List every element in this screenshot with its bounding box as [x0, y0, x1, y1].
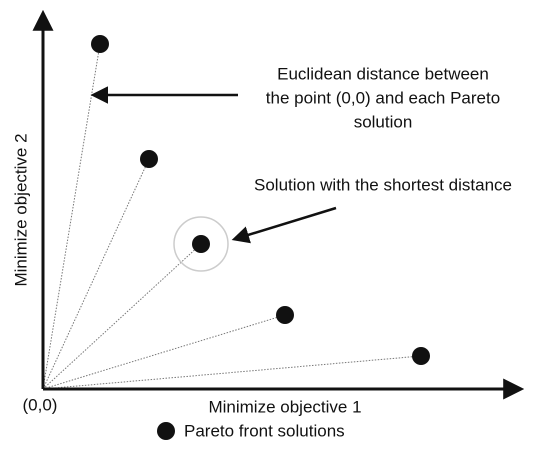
y-axis-label: Minimize objective 2	[11, 133, 30, 286]
pareto-point	[276, 306, 294, 324]
distance-annotation: Euclidean distance between	[277, 64, 489, 83]
pareto-point	[91, 35, 109, 53]
distance-line	[42, 158, 150, 390]
shortest-annotation: Solution with the shortest distance	[254, 175, 512, 194]
distance-annotation: the point (0,0) and each Pareto	[266, 88, 500, 107]
origin-label: (0,0)	[23, 395, 58, 414]
distance-line	[42, 243, 202, 390]
pareto-points	[91, 35, 430, 365]
highlight-ring	[173, 216, 229, 272]
pareto-point	[192, 235, 210, 253]
legend-label: Pareto front solutions	[184, 421, 345, 440]
distance-line	[42, 314, 286, 390]
distance-line	[42, 355, 422, 390]
pareto-point	[140, 150, 158, 168]
x-axis-label: Minimize objective 1	[208, 397, 361, 416]
distance-annotation: solution	[354, 112, 413, 131]
pareto-point	[412, 347, 430, 365]
distance-line	[42, 43, 101, 390]
legend-marker	[157, 422, 175, 440]
shortest-arrow	[231, 206, 337, 244]
